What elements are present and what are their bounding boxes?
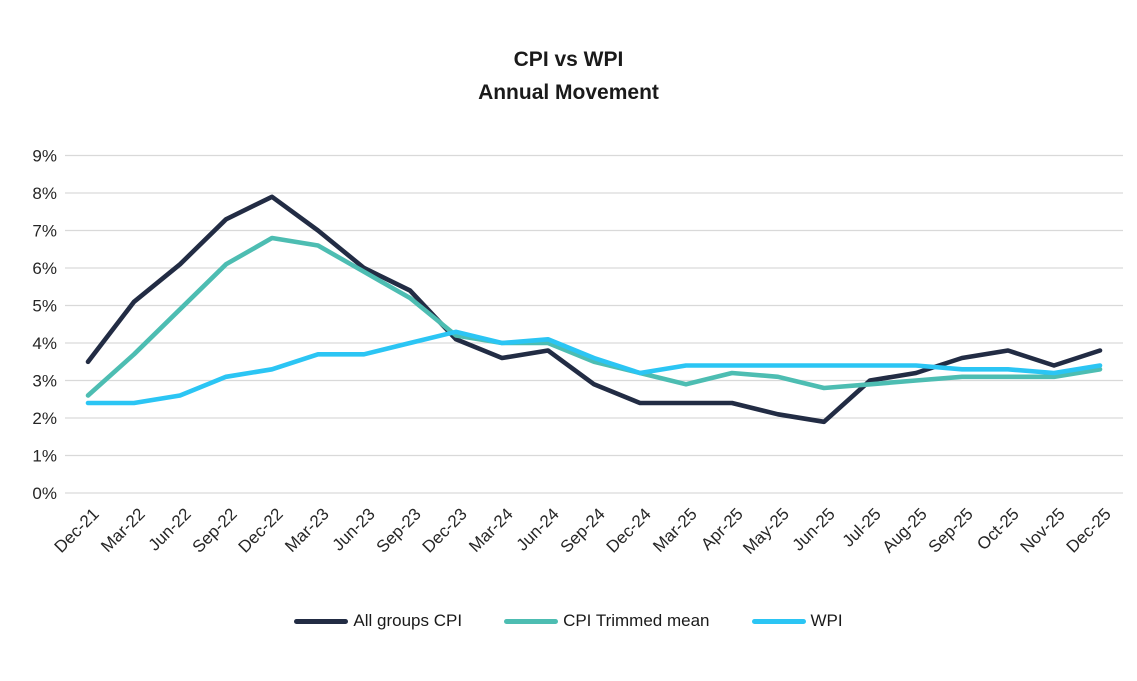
- legend-label: WPI: [810, 611, 843, 630]
- legend-line-swatch: [751, 618, 806, 624]
- legend-label: All groups CPI: [353, 611, 463, 630]
- chart-title-line2: Annual Movement: [478, 80, 659, 104]
- legend-line-swatch: [294, 618, 349, 624]
- legend-item-wpi: WPI: [751, 611, 843, 631]
- chart-title: CPI vs WPI Annual Movement: [0, 44, 1137, 109]
- x-tick-label: Nov-25: [1017, 504, 1069, 556]
- x-tick-label: Sep-23: [373, 504, 425, 556]
- x-tick-label: Dec-22: [235, 504, 287, 556]
- chart-legend: All groups CPI CPI Trimmed mean WPI: [0, 611, 1137, 631]
- legend-item-cpi-trimmed-mean: CPI Trimmed mean: [504, 611, 710, 631]
- x-tick-label: Mar-23: [281, 504, 333, 556]
- x-tick-label: Mar-24: [465, 504, 517, 556]
- series-line-wpi: [85, 329, 1103, 406]
- series-line-cpi-trimmed-mean: [85, 235, 1103, 398]
- x-tick-label: May-25: [739, 504, 793, 558]
- x-tick-label: Dec-21: [51, 504, 103, 556]
- y-tick-label: 2%: [32, 409, 57, 428]
- x-tick-label: Mar-25: [649, 504, 701, 556]
- x-tick-label: Sep-22: [189, 504, 241, 556]
- y-tick-label: 8%: [32, 184, 57, 203]
- y-tick-label: 1%: [32, 447, 57, 466]
- x-tick-label: Dec-23: [419, 504, 471, 556]
- x-tick-label: Dec-24: [603, 504, 655, 556]
- x-tick-label: Jun-22: [145, 504, 195, 554]
- y-tick-label: 5%: [32, 297, 57, 316]
- x-tick-label: Sep-24: [557, 504, 609, 556]
- chart-title-line1: CPI vs WPI: [513, 48, 624, 71]
- x-tick-label: Jun-23: [329, 504, 379, 554]
- x-tick-label: Jun-25: [789, 504, 839, 554]
- legend-label: CPI Trimmed mean: [563, 611, 710, 630]
- x-tick-label: Dec-25: [1063, 504, 1115, 556]
- y-tick-label: 9%: [32, 147, 57, 166]
- y-tick-label: 4%: [32, 334, 57, 353]
- x-tick-label: Apr-25: [697, 504, 747, 554]
- y-tick-label: 7%: [32, 222, 57, 241]
- y-tick-label: 3%: [32, 372, 57, 391]
- y-tick-label: 0%: [32, 484, 57, 503]
- x-tick-label: Jun-24: [513, 504, 563, 554]
- legend-line-swatch: [504, 618, 559, 624]
- x-tick-label: Mar-22: [97, 504, 149, 556]
- x-tick-label: Oct-25: [973, 504, 1023, 554]
- x-tick-label: Sep-25: [925, 504, 977, 556]
- x-tick-label: Aug-25: [879, 504, 931, 556]
- y-tick-label: 6%: [32, 259, 57, 278]
- legend-item-all-groups-cpi: All groups CPI: [294, 611, 462, 631]
